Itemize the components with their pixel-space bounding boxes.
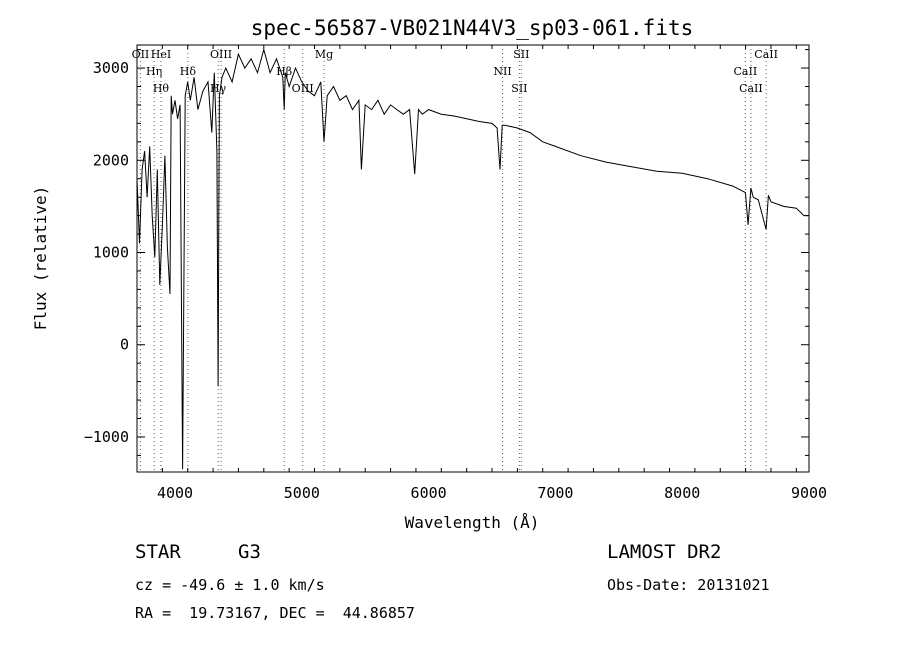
spectral-line-label: SII bbox=[511, 82, 527, 95]
y-tick-label: −1000 bbox=[84, 428, 129, 446]
x-tick-label: 8000 bbox=[664, 484, 700, 502]
spectral-line-label: Hη bbox=[146, 65, 162, 78]
x-tick-label: 7000 bbox=[537, 484, 573, 502]
coordinates-text: RA = 19.73167, DEC = 44.86857 bbox=[135, 604, 415, 622]
spectral-line-label: SII bbox=[513, 48, 529, 61]
chart-title: spec-56587-VB021N44V3_sp03-061.fits bbox=[251, 16, 694, 40]
y-tick-label: 2000 bbox=[93, 151, 129, 169]
spectral-line-label: Hγ bbox=[210, 82, 227, 95]
spectral-line-label: Hδ bbox=[180, 65, 197, 78]
spectral-line-label: OIII bbox=[292, 82, 314, 95]
y-tick-label: 0 bbox=[120, 336, 129, 354]
y-axis-label: Flux (relative) bbox=[31, 186, 50, 331]
obs-date-text: Obs-Date: 20131021 bbox=[607, 576, 770, 594]
survey-name: LAMOST DR2 bbox=[607, 541, 722, 563]
y-tick-label: 1000 bbox=[93, 244, 129, 262]
x-tick-label: 4000 bbox=[157, 484, 193, 502]
plot-frame bbox=[136, 44, 810, 473]
spectral-line-label: OII bbox=[132, 48, 150, 61]
redshift-text: cz = -49.6 ± 1.0 km/s bbox=[135, 576, 325, 594]
x-tick-label: 6000 bbox=[411, 484, 447, 502]
object-class: STAR bbox=[135, 541, 181, 563]
spectral-line-label: Hβ bbox=[276, 65, 292, 78]
y-tick-label: 3000 bbox=[93, 59, 129, 77]
spectral-line-label: HeI bbox=[151, 48, 171, 61]
spectral-line-label: CaII bbox=[754, 48, 778, 61]
spectral-line-label: CaII bbox=[734, 65, 758, 78]
x-tick-label: 9000 bbox=[791, 484, 827, 502]
spectral-line-label: Hθ bbox=[153, 82, 170, 95]
spectrum-line bbox=[137, 47, 809, 470]
spectral-line-label: Mg bbox=[315, 48, 333, 61]
spectral-line-label: OIII bbox=[210, 48, 232, 61]
x-axis-label: Wavelength (Å) bbox=[405, 513, 540, 532]
object-subclass: G3 bbox=[238, 541, 261, 563]
x-tick-label: 5000 bbox=[284, 484, 320, 502]
spectral-line-label: CaII bbox=[739, 82, 763, 95]
spectral-line-label: NII bbox=[493, 65, 511, 78]
